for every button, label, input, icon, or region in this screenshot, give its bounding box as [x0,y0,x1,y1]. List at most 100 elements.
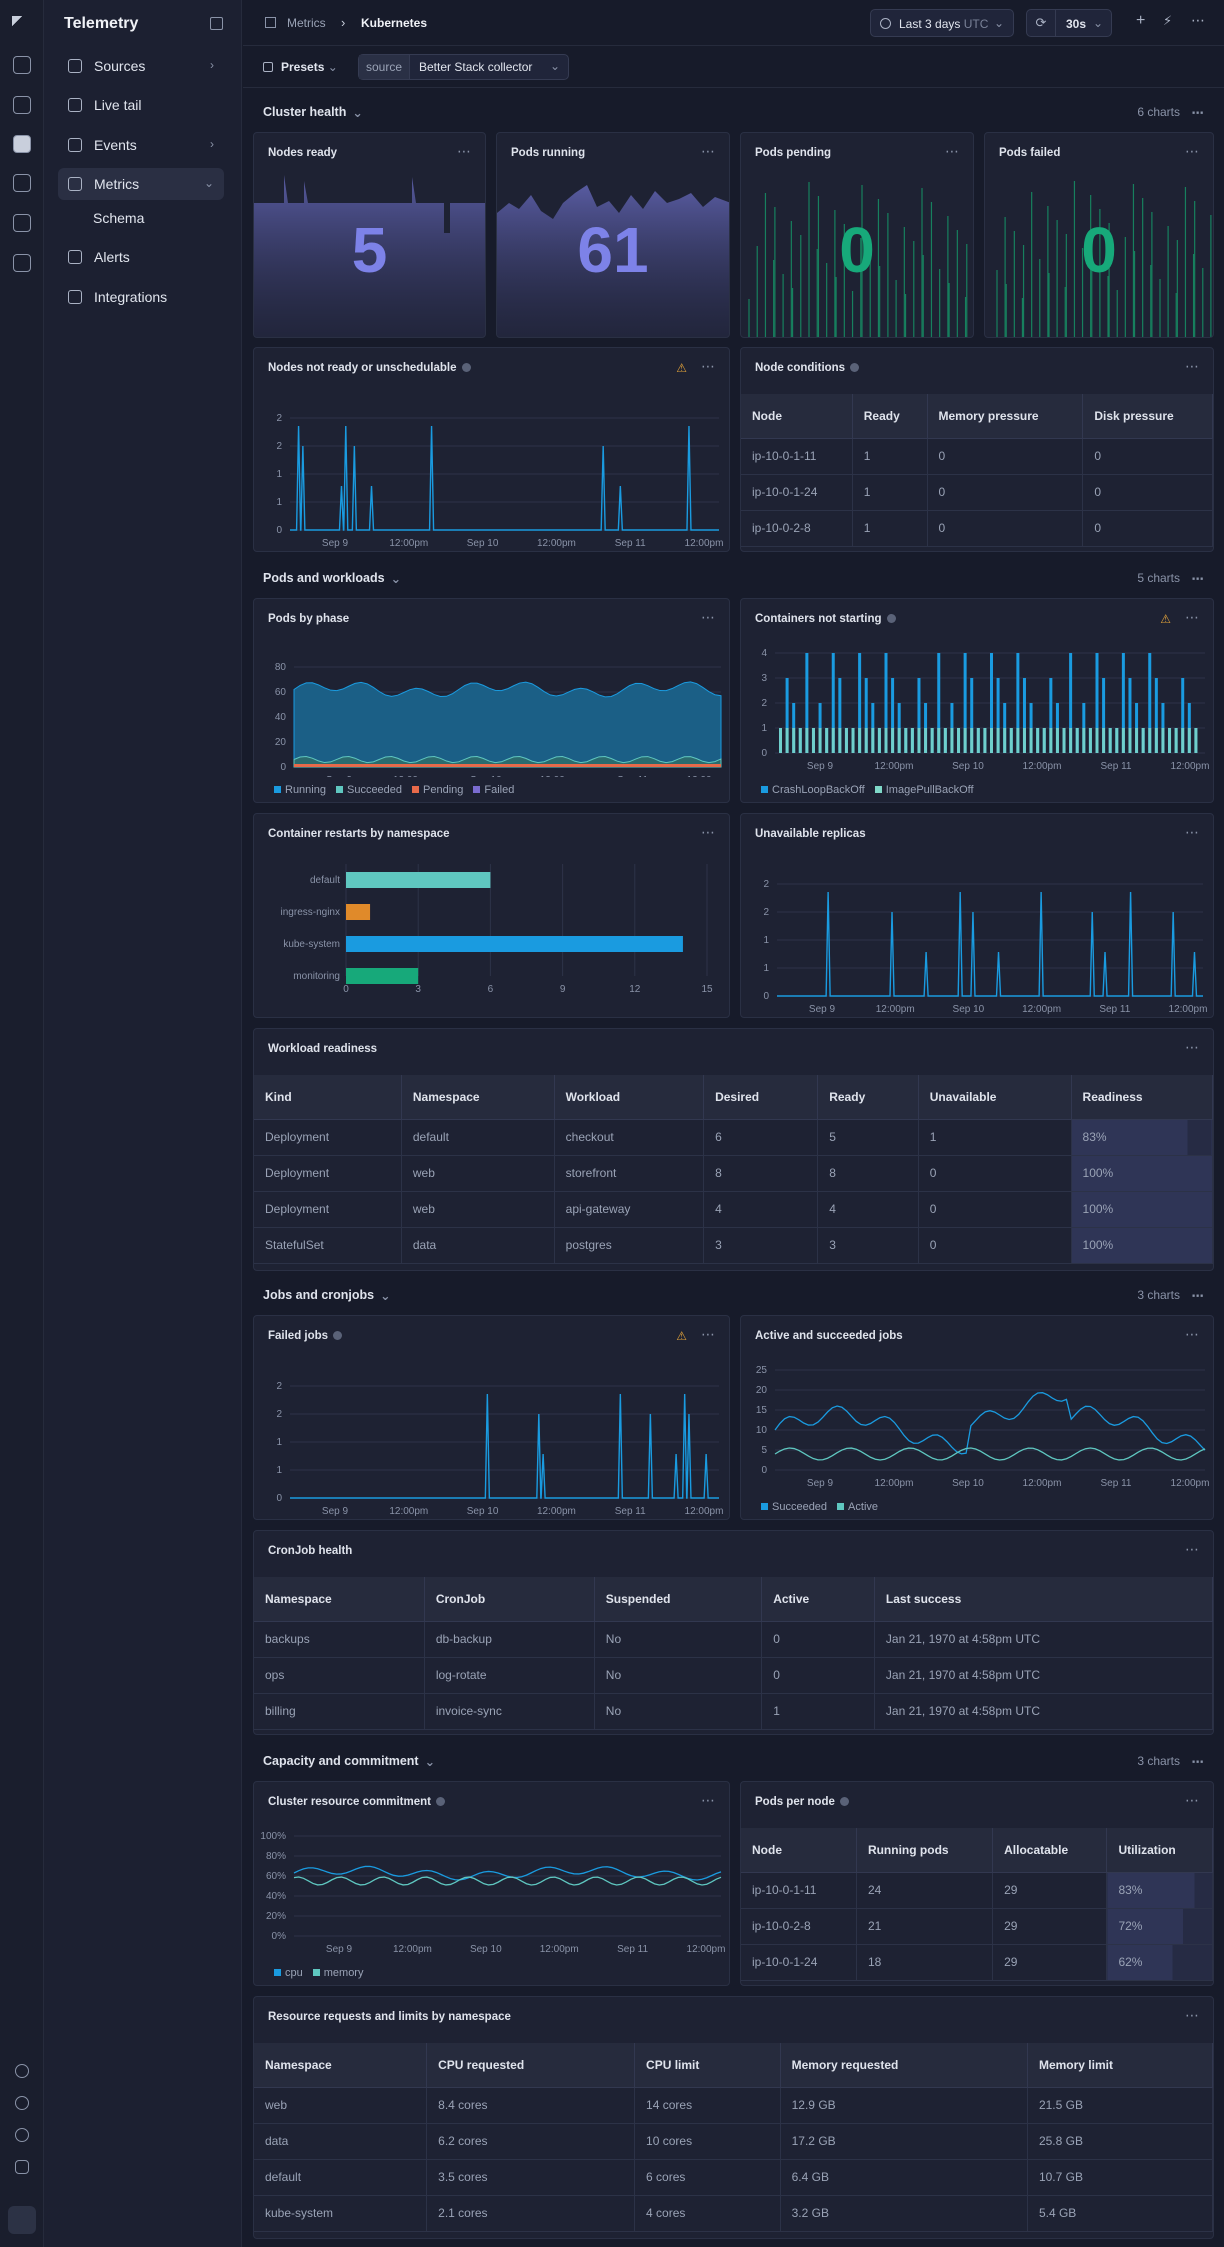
apps-icon[interactable] [15,2160,29,2174]
sidebar-item-live-tail[interactable]: Live tail [58,89,224,121]
sidebar-item-schema[interactable]: Schema [93,210,145,226]
column-header[interactable]: Node [741,394,853,439]
more-icon[interactable]: ⋯ [1185,824,1199,840]
alert-warning-icon[interactable]: ⚠ [676,1329,687,1343]
table-node-conditions[interactable]: Node conditions ⋯ Node Ready Memory pressur… [740,347,1214,552]
table-row[interactable]: ip-10-0-1-24 1 0 0 [741,474,1213,511]
bell-icon[interactable] [15,2064,29,2078]
more-icon[interactable]: ⋯ [701,143,715,159]
more-icon[interactable]: ⋯ [1185,358,1199,374]
refresh-button[interactable]: ⟳ [1026,9,1056,37]
chart-pods-by-phase[interactable]: Pods by phase ⋯ 80 60 40 20 0 Sep 9 12:00pm Sep … [253,598,730,803]
legend-item[interactable]: Active [837,1501,878,1513]
collapse-sidebar-icon[interactable] [210,17,223,30]
column-header[interactable]: Memory pressure [927,394,1084,439]
column-header[interactable]: CPU limit [634,2043,781,2088]
legend-item[interactable]: Running [274,784,326,796]
more-icon[interactable]: ⋯ [1191,105,1205,120]
incidents-icon[interactable] [13,174,31,192]
column-header[interactable]: Utilization [1106,1828,1213,1873]
table-row[interactable]: ip-10-0-1-24 18 29 62% [741,1944,1213,1981]
more-icon[interactable]: ⋯ [945,143,959,159]
sidebar-item-integrations[interactable]: Integrations [58,281,224,313]
column-header[interactable]: Namespace [254,1577,425,1622]
info-icon[interactable] [886,614,896,624]
sidebar-item-alerts[interactable]: Alerts [58,241,224,273]
sidebar-item-sources[interactable]: Sources › [58,50,224,82]
table-row[interactable]: data 6.2 cores 10 cores 17.2 GB 25.8 GB [254,2123,1213,2160]
column-header[interactable]: Ready [852,394,928,439]
column-header[interactable]: Memory requested [780,2043,1028,2088]
table-workload-readiness[interactable]: Workload readiness ⋯ Kind Namespace Workloa… [253,1028,1214,1271]
column-header[interactable]: Desired [703,1075,819,1120]
column-header[interactable]: Suspended [594,1577,763,1622]
telemetry-icon[interactable] [13,135,31,153]
more-icon[interactable]: ⋯ [1191,1288,1205,1303]
chart-container-restarts[interactable]: Container restarts by namespace ⋯ 0 3 6 9 12 1… [253,813,730,1018]
logs-icon[interactable] [13,254,31,272]
more-icon[interactable]: ⋯ [1191,571,1205,586]
chart-unavailable-replicas[interactable]: Unavailable replicas ⋯ 2 2 1 1 0 Sep 9 12:00pm S… [740,813,1214,1018]
section-cluster-health[interactable]: Cluster health ⌄ 6 charts ⋯ [263,100,1214,124]
table-row[interactable]: Deployment web storefront 8 8 0 100% [254,1155,1213,1192]
more-icon[interactable]: ⋯ [1185,1326,1199,1342]
legend-item[interactable]: Succeeded [335,784,402,796]
table-row[interactable]: default 3.5 cores 6 cores 6.4 GB 10.7 GB [254,2159,1213,2196]
column-header[interactable]: Ready [817,1075,919,1120]
more-icon[interactable]: ⋯ [1185,143,1199,159]
section-capacity[interactable]: Capacity and commitment ⌄ 3 charts ⋯ [263,1749,1214,1773]
info-icon[interactable] [461,363,471,373]
table-row[interactable]: ip-10-0-1-11 24 29 83% [741,1872,1213,1909]
table-cronjob-health[interactable]: CronJob health ⋯ Namespace CronJob Suspende… [253,1530,1214,1735]
column-header[interactable]: Active [761,1577,875,1622]
sidebar-item-events[interactable]: Events › [58,129,224,161]
legend-item[interactable]: Failed [473,784,514,796]
add-icon[interactable]: + [1136,12,1146,29]
column-header[interactable]: Namespace [401,1075,555,1120]
stat-pods-running[interactable]: Pods running ⋯ 61 [496,132,730,338]
column-header[interactable]: CPU requested [426,2043,636,2088]
column-header[interactable]: Node [741,1828,857,1873]
table-row[interactable]: Deployment default checkout 6 5 1 83% [254,1119,1213,1156]
info-icon[interactable] [435,1797,445,1807]
more-icon[interactable]: ⋯ [1185,609,1199,625]
column-header[interactable]: Namespace [254,2043,428,2088]
breadcrumb-metrics[interactable]: Metrics [287,16,326,30]
more-icon[interactable]: ⋯ [1191,1754,1205,1769]
column-header[interactable]: Allocatable [992,1828,1108,1873]
chart-cluster-commitment[interactable]: Cluster resource commitment ⋯ 100% 80% 60% 4… [253,1781,730,1986]
more-icon[interactable]: ⋯ [1185,1792,1199,1808]
more-icon[interactable]: ⋯ [701,358,715,374]
column-header[interactable]: Memory limit [1027,2043,1213,2088]
chart-active-succeeded-jobs[interactable]: Active and succeeded jobs ⋯ 25 20 15 10 5 0 Sep… [740,1315,1214,1520]
table-row[interactable]: ip-10-0-2-8 1 0 0 [741,510,1213,547]
sidebar-item-metrics[interactable]: Metrics ⌄ [58,168,224,200]
table-row[interactable]: ops log-rotate No 0 Jan 21, 1970 at 4:58pm U… [254,1657,1213,1694]
refresh-interval-select[interactable]: 30s ⌄ [1055,9,1112,37]
table-row[interactable]: Deployment web api-gateway 4 4 0 100% [254,1191,1213,1228]
info-icon[interactable] [850,363,860,373]
column-header[interactable]: CronJob [424,1577,595,1622]
info-icon[interactable] [839,1797,849,1807]
more-icon[interactable]: ⋯ [1191,12,1205,28]
stat-pods-failed[interactable]: Pods failed ⋯ 0 [984,132,1214,338]
table-row[interactable]: billing invoice-sync No 1 Jan 21, 1970 at 4:… [254,1693,1213,1730]
legend-item[interactable]: cpu [274,1967,303,1979]
more-icon[interactable]: ⋯ [457,143,471,159]
alert-warning-icon[interactable]: ⚠ [676,361,687,375]
stat-pods-pending[interactable]: Pods pending ⋯ 0 [740,132,974,338]
column-header[interactable]: Kind [254,1075,402,1120]
more-icon[interactable]: ⋯ [1185,1039,1199,1055]
chart-containers-not-starting[interactable]: Containers not starting ⚠ ⋯ 4 3 2 1 0 Sep 9 12:0… [740,598,1214,803]
table-pods-per-node[interactable]: Pods per node ⋯ Node Running pods Allocatab… [740,1781,1214,1986]
sun-icon[interactable] [15,2128,29,2142]
legend-item[interactable]: memory [312,1967,363,1979]
more-icon[interactable]: ⋯ [1185,1541,1199,1557]
table-row[interactable]: backups db-backup No 0 Jan 21, 1970 at 4:58p… [254,1621,1213,1658]
time-range-picker[interactable]: Last 3 days UTC ⌄ [870,9,1014,37]
more-icon[interactable]: ⋯ [701,1792,715,1808]
column-header[interactable]: Disk pressure [1082,394,1213,439]
column-header[interactable]: Workload [554,1075,705,1120]
bolt-icon[interactable]: ⚡ [1163,13,1173,28]
more-icon[interactable]: ⋯ [701,609,715,625]
